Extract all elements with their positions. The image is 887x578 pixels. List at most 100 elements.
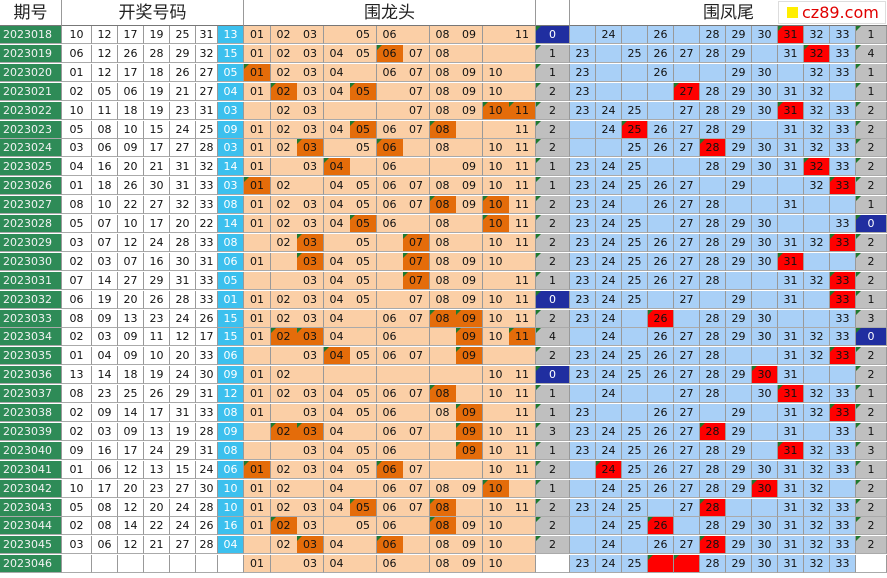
- period-cell: 2023019: [0, 44, 62, 63]
- red-ball-cell: 33: [196, 233, 218, 252]
- red-ball-cell: 17: [118, 26, 144, 44]
- dragon-cell: 02: [270, 177, 298, 196]
- phoenix-cell: [752, 347, 778, 366]
- dragon-count-cell: 0: [536, 26, 570, 44]
- dragon-cell: 06: [376, 158, 404, 177]
- dragon-cell: 06: [376, 347, 404, 366]
- dragon-cell: [244, 271, 271, 290]
- red-ball-cell: 04: [92, 347, 118, 366]
- phoenix-cell: 26: [648, 328, 674, 347]
- phoenix-cell: [700, 404, 726, 422]
- red-ball-cell: 22: [118, 196, 144, 215]
- red-ball-cell: 23: [144, 309, 170, 328]
- red-ball-cell: 06: [62, 290, 92, 309]
- red-ball-cell: 05: [92, 82, 118, 101]
- red-ball-cell: 15: [144, 120, 170, 139]
- dragon-cell: 11: [509, 309, 536, 328]
- header-spacer: [536, 0, 570, 26]
- site-logo[interactable]: cz89.com: [778, 1, 886, 24]
- red-ball-cell: 07: [62, 271, 92, 290]
- phoenix-cell: [700, 290, 726, 309]
- dragon-cell: 06: [376, 479, 404, 498]
- red-ball-cell: 24: [170, 498, 196, 517]
- red-ball-cell: 01: [62, 347, 92, 366]
- dragon-cell: 01: [244, 328, 271, 347]
- phoenix-cell: 31: [778, 328, 804, 347]
- dragon-cell: [244, 441, 271, 460]
- phoenix-cell: [778, 63, 804, 82]
- blue-ball-cell: 16: [218, 517, 244, 536]
- red-ball-cell: 17: [118, 63, 144, 82]
- table-row: 2023029 03 07 12 24 28 33 08 02 03 05 07 08 10 11 2 23 24…: [0, 233, 887, 252]
- phoenix-count-cell: 2: [856, 177, 887, 196]
- dragon-cell: [403, 517, 430, 536]
- dragon-cell: [244, 101, 271, 120]
- dragon-cell: 05: [350, 177, 377, 196]
- phoenix-count-cell: 2: [856, 252, 887, 271]
- phoenix-cell: 33: [830, 63, 856, 82]
- dragon-cell: [323, 233, 351, 252]
- phoenix-cell: [830, 366, 856, 385]
- phoenix-cell: 32: [804, 271, 830, 290]
- phoenix-count-cell: 2: [856, 139, 887, 158]
- red-ball-cell: 07: [118, 252, 144, 271]
- red-ball-cell: 28: [144, 44, 170, 63]
- red-ball-cell: [62, 555, 92, 574]
- red-ball-cell: 31: [196, 385, 218, 404]
- phoenix-cell: 27: [674, 441, 700, 460]
- phoenix-cell: 23: [570, 347, 596, 366]
- red-ball-cell: 12: [92, 63, 118, 82]
- phoenix-cell: 23: [570, 366, 596, 385]
- table-row: 2023025 04 16 20 21 31 32 14 01 03 04 06 09 10 11 1 23 24…: [0, 158, 887, 177]
- phoenix-cell: [570, 536, 596, 555]
- dragon-cell: [456, 233, 483, 252]
- dragon-cell: 09: [456, 422, 483, 441]
- phoenix-cell: 23: [570, 441, 596, 460]
- red-ball-cell: 30: [170, 252, 196, 271]
- period-cell: 2023046: [0, 555, 62, 574]
- dragon-count-cell: 1: [536, 158, 570, 177]
- dragon-count-cell: 2: [536, 101, 570, 120]
- dragon-cell: 02: [270, 328, 298, 347]
- dragon-cell: 09: [456, 290, 483, 309]
- dragon-cell: 04: [323, 404, 351, 422]
- dragon-cell: 05: [350, 441, 377, 460]
- red-ball-cell: 13: [118, 309, 144, 328]
- phoenix-cell: [648, 498, 674, 517]
- phoenix-cell: 32: [804, 158, 830, 177]
- dragon-cell: 10: [482, 196, 510, 215]
- red-ball-cell: 18: [144, 63, 170, 82]
- dragon-cell: 01: [244, 26, 271, 44]
- phoenix-count-cell: 1: [856, 26, 887, 44]
- red-ball-cell: 18: [118, 366, 144, 385]
- phoenix-cell: 30: [752, 385, 778, 404]
- dragon-cell: 02: [270, 479, 298, 498]
- dragon-cell: 01: [244, 385, 271, 404]
- dragon-cell: 06: [376, 177, 404, 196]
- red-ball-cell: 26: [196, 309, 218, 328]
- dragon-count-cell: 0: [536, 366, 570, 385]
- phoenix-cell: 25: [622, 479, 648, 498]
- red-ball-cell: 24: [170, 309, 196, 328]
- header-period: 期号: [0, 0, 62, 26]
- phoenix-cell: 23: [570, 422, 596, 441]
- phoenix-cell: [570, 26, 596, 44]
- phoenix-cell: [752, 44, 778, 63]
- dragon-cell: [456, 460, 483, 479]
- dragon-cell: [244, 233, 271, 252]
- dragon-cell: [509, 347, 536, 366]
- phoenix-cell: 27: [674, 347, 700, 366]
- dragon-cell: 05: [350, 385, 377, 404]
- red-ball-cell: 14: [92, 271, 118, 290]
- table-row: 2023044 02 08 14 22 24 26 16 01 02 03 05 06 08 09 10 2 24…: [0, 517, 887, 536]
- red-ball-cell: 18: [118, 101, 144, 120]
- dragon-cell: 03: [297, 347, 324, 366]
- red-ball-cell: 03: [92, 422, 118, 441]
- dragon-cell: [403, 366, 430, 385]
- table-row: 2023022 10 11 18 19 23 31 03 02 03 07 08 09 10 11 2 23 24…: [0, 101, 887, 120]
- dragon-count-cell: 2: [536, 309, 570, 328]
- phoenix-cell: 27: [674, 233, 700, 252]
- phoenix-cell: 23: [570, 82, 596, 101]
- dragon-cell: 10: [482, 517, 510, 536]
- phoenix-cell: 27: [674, 120, 700, 139]
